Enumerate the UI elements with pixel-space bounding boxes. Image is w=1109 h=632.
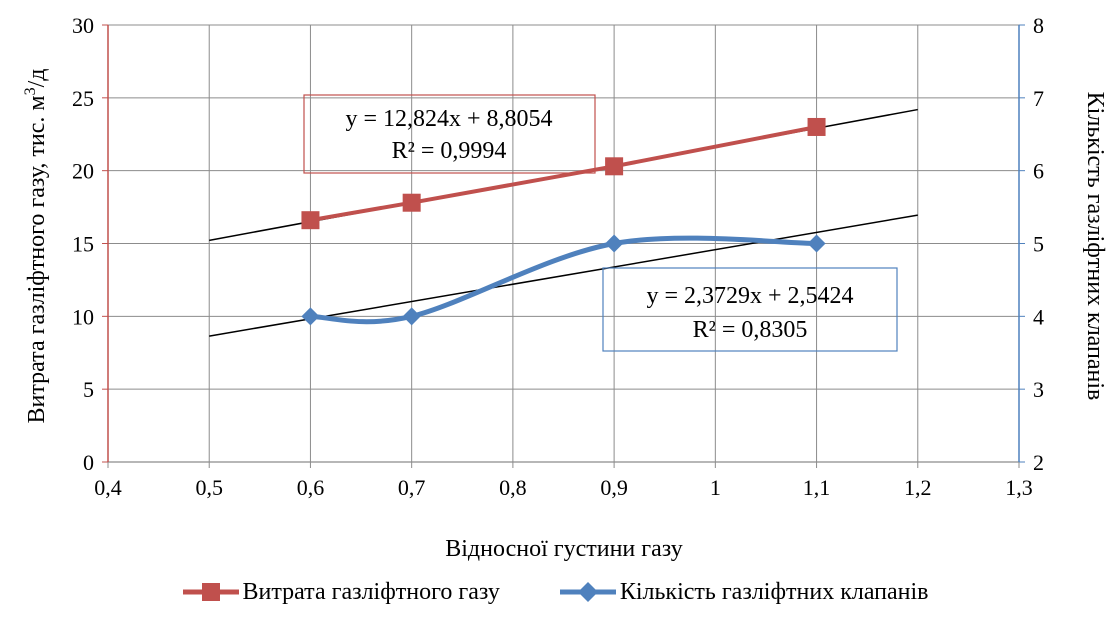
- y-axis-title-right: Кількість газліфтних клапанів: [1082, 92, 1108, 401]
- data-point-gas: [807, 117, 826, 136]
- data-point-gas: [605, 157, 624, 176]
- y-left-tick-label: 5: [83, 377, 94, 402]
- data-point-valves: [402, 307, 421, 326]
- data-point-gas: [402, 193, 421, 212]
- legend-swatch-valves: [559, 582, 616, 602]
- series-line-valves: [310, 235, 817, 325]
- x-tick-label: 1,1: [803, 475, 831, 500]
- y-left-tick-label: 30: [72, 13, 94, 38]
- x-tick-label: 1,3: [1005, 475, 1033, 500]
- y-right-tick-label: 4: [1033, 304, 1044, 329]
- axes: [102, 24, 1025, 463]
- equation-gas: y = 12,824x + 8,8054: [345, 106, 552, 132]
- equation-valves: y = 2,3729x + 2,5424: [646, 283, 853, 309]
- r2-gas: R² = 0,9994: [392, 138, 507, 164]
- y-right-tick-label: 3: [1033, 377, 1044, 402]
- x-tick-label: 0,4: [94, 475, 122, 500]
- data-point-gas: [301, 211, 320, 230]
- equation-box-gas: y = 12,824x + 8,8054 R² = 0,9994: [303, 94, 596, 174]
- legend-item-valves: Кількість газліфтних клапанів: [558, 579, 929, 606]
- x-tick-label: 1,2: [904, 475, 932, 500]
- y-right-tick-label: 7: [1033, 86, 1044, 111]
- legend-swatch-gas: [182, 583, 239, 601]
- r2-valves: R² = 0,8305: [693, 317, 808, 343]
- y-left-tick-label: 25: [72, 86, 94, 111]
- y-right-tick-label: 5: [1033, 232, 1044, 257]
- y-left-tick-label: 0: [83, 450, 94, 475]
- y-right-tick-label: 8: [1033, 13, 1044, 38]
- x-tick-label: 0,6: [297, 475, 325, 500]
- chart: 0,4 0,5 0,6 0,7 0,8 0,9 1 1,1 1,2 1,3051015202530…: [22, 13, 1108, 562]
- equation-box-valves: y = 2,3729x + 2,5424 R² = 0,8305: [602, 267, 898, 352]
- y-right-tick-label: 2: [1033, 450, 1044, 475]
- x-axis-title: Відносної густини газу: [445, 536, 682, 562]
- series-line-gas: [310, 125, 817, 223]
- series: [301, 117, 826, 326]
- x-tick-label: 0,9: [600, 475, 628, 500]
- legend: Витрата газліфтного газу Кількість газлі…: [0, 572, 1109, 612]
- legend-label-gas: Витрата газліфтного газу: [242, 578, 500, 605]
- legend-item-gas: Витрата газліфтного газу: [181, 579, 500, 606]
- y-left-tick-label: 15: [72, 232, 94, 257]
- x-tick-label: 1: [710, 475, 721, 500]
- x-tick-label: 0,8: [499, 475, 527, 500]
- y-axis-title-left: Витрата газліфтного газу, тис. м3/д: [22, 69, 50, 424]
- legend-label-valves: Кількість газліфтних клапанів: [619, 578, 929, 605]
- tick-labels: 0,4 0,5 0,6 0,7 0,8 0,9 1 1,1 1,2 1,3051015202530…: [72, 13, 1044, 500]
- y-right-tick-label: 6: [1033, 159, 1044, 184]
- grid-lines: [107, 24, 1020, 468]
- x-tick-label: 0,7: [398, 475, 426, 500]
- y-left-tick-label: 10: [72, 304, 94, 329]
- data-point-valves: [807, 234, 826, 253]
- data-point-valves: [605, 234, 624, 253]
- y-left-tick-label: 20: [72, 159, 94, 184]
- x-tick-label: 0,5: [195, 475, 223, 500]
- data-point-valves: [301, 307, 320, 326]
